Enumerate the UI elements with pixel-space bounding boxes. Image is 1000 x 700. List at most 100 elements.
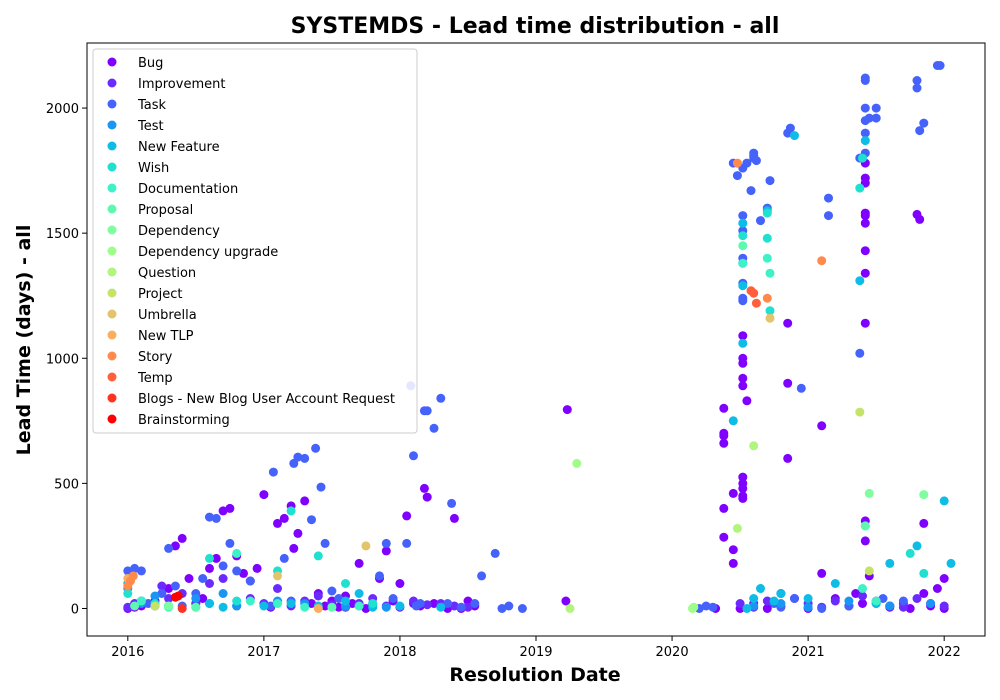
scatter-point-5 bbox=[368, 599, 378, 608]
legend-label: Documentation bbox=[138, 182, 238, 197]
scatter-point-0 bbox=[561, 596, 571, 606]
scatter-point-1 bbox=[422, 600, 432, 610]
scatter-point-0 bbox=[860, 208, 870, 218]
scatter-point-1 bbox=[273, 584, 282, 593]
scatter-point-2 bbox=[497, 604, 507, 613]
scatter-point-0 bbox=[562, 405, 572, 415]
scatter-point-2 bbox=[211, 513, 221, 523]
legend-label: Dependency upgrade bbox=[138, 245, 278, 260]
scatter-point-0 bbox=[742, 396, 752, 406]
scatter-point-0 bbox=[402, 511, 412, 521]
scatter-point-8 bbox=[164, 601, 174, 611]
scatter-point-2 bbox=[245, 576, 255, 586]
scatter-point-4 bbox=[749, 594, 759, 603]
x-tick-label: 2020 bbox=[656, 645, 689, 660]
scatter-point-11 bbox=[855, 407, 865, 417]
scatter-point-5 bbox=[123, 589, 133, 598]
scatter-point-2 bbox=[327, 586, 337, 596]
scatter-point-2 bbox=[415, 599, 425, 608]
scatter-point-15 bbox=[751, 298, 761, 308]
scatter-point-0 bbox=[293, 528, 303, 538]
legend-label: Dependency bbox=[138, 224, 220, 239]
scatter-point-0 bbox=[762, 604, 772, 613]
scatter-point-2 bbox=[334, 594, 344, 603]
legend-label: Wish bbox=[138, 161, 169, 176]
scatter-point-2 bbox=[746, 186, 756, 196]
scatter-point-12 bbox=[361, 541, 371, 551]
legend-label: Test bbox=[137, 119, 164, 134]
scatter-point-2 bbox=[136, 566, 146, 576]
scatter-point-2 bbox=[824, 211, 833, 221]
scatter-point-2 bbox=[293, 452, 303, 462]
scatter-point-2 bbox=[443, 599, 453, 608]
scatter-point-2 bbox=[170, 581, 180, 591]
x-tick-label: 2019 bbox=[519, 645, 552, 660]
x-tick-label: 2021 bbox=[792, 645, 825, 660]
scatter-point-2 bbox=[268, 467, 278, 477]
scatter-point-14 bbox=[817, 256, 827, 266]
scatter-point-6 bbox=[858, 584, 867, 593]
legend-marker bbox=[107, 204, 117, 214]
scatter-point-0 bbox=[738, 491, 748, 501]
scatter-point-11 bbox=[864, 566, 874, 576]
scatter-point-2 bbox=[429, 423, 439, 433]
scatter-point-4 bbox=[286, 599, 296, 608]
scatter-point-2 bbox=[738, 211, 748, 221]
scatter-point-0 bbox=[860, 268, 870, 278]
scatter-point-2 bbox=[919, 118, 929, 128]
scatter-point-0 bbox=[252, 563, 262, 573]
scatter-point-0 bbox=[728, 488, 738, 498]
scatter-point-3 bbox=[803, 602, 813, 612]
scatter-point-4 bbox=[885, 558, 895, 568]
chart-title: SYSTEMDS - Lead time distribution - all bbox=[291, 14, 780, 39]
legend-marker bbox=[107, 183, 117, 193]
scatter-point-6 bbox=[245, 596, 255, 606]
legend-marker bbox=[107, 225, 117, 235]
scatter-point-1 bbox=[449, 601, 459, 611]
scatter-point-1 bbox=[205, 579, 214, 588]
scatter-point-4 bbox=[341, 596, 350, 606]
scatter-point-5 bbox=[762, 208, 772, 218]
scatter-point-3 bbox=[844, 596, 854, 606]
legend-marker bbox=[107, 372, 117, 382]
scatter-point-14 bbox=[732, 158, 742, 168]
scatter-point-1 bbox=[313, 591, 323, 601]
scatter-point-14 bbox=[762, 293, 772, 303]
legend-box bbox=[92, 48, 418, 434]
scatter-point-2 bbox=[701, 601, 711, 611]
scatter-point-4 bbox=[738, 281, 748, 291]
scatter-point-10 bbox=[565, 604, 575, 613]
scatter-point-2 bbox=[436, 393, 446, 403]
scatter-point-0 bbox=[381, 546, 391, 556]
scatter-point-0 bbox=[738, 381, 748, 391]
scatter-point-4 bbox=[738, 338, 748, 348]
scatter-point-2 bbox=[912, 83, 922, 93]
legend-marker bbox=[107, 162, 117, 172]
scatter-point-0 bbox=[738, 331, 748, 341]
scatter-point-1 bbox=[463, 602, 473, 612]
scatter-point-5 bbox=[205, 553, 214, 563]
scatter-point-2 bbox=[864, 113, 874, 123]
legend-marker bbox=[107, 351, 117, 361]
scatter-point-10 bbox=[732, 523, 742, 533]
legend-label: Blogs - New Blog User Account Request bbox=[138, 392, 395, 407]
scatter-point-2 bbox=[375, 571, 384, 581]
scatter-point-13 bbox=[313, 604, 323, 613]
scatter-point-3 bbox=[218, 589, 228, 598]
scatter-point-0 bbox=[738, 472, 748, 482]
scatter-point-10 bbox=[749, 441, 759, 451]
scatter-point-0 bbox=[354, 558, 364, 568]
scatter-point-0 bbox=[719, 403, 729, 413]
scatter-point-6 bbox=[871, 596, 881, 606]
scatter-point-2 bbox=[517, 604, 527, 613]
scatter-point-0 bbox=[919, 518, 929, 528]
scatter-point-2 bbox=[477, 571, 487, 581]
scatter-point-0 bbox=[259, 490, 269, 500]
scatter-point-2 bbox=[898, 596, 908, 606]
scatter-point-5 bbox=[858, 153, 867, 163]
scatter-point-4 bbox=[860, 136, 870, 146]
scatter-point-0 bbox=[719, 428, 729, 438]
scatter-point-0 bbox=[361, 604, 371, 613]
scatter-point-0 bbox=[783, 378, 793, 388]
